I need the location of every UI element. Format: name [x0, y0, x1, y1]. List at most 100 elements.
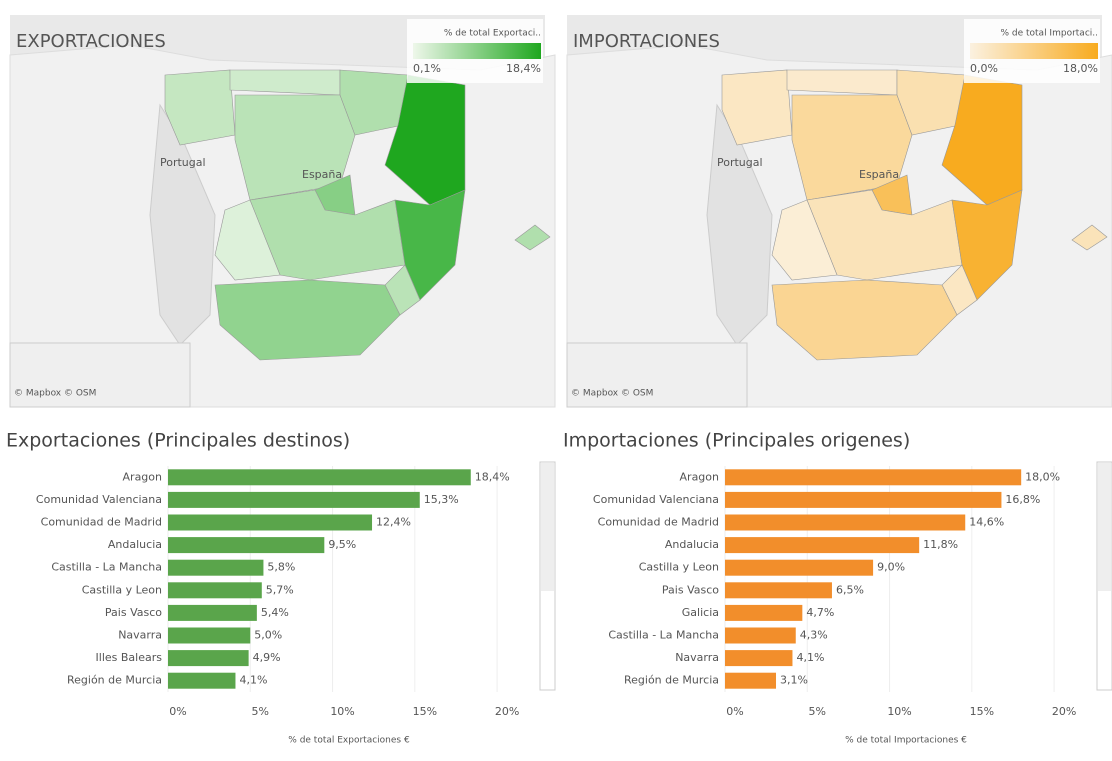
region: [771, 199, 838, 281]
value-label: 4,3%: [800, 629, 828, 642]
map: IMPORTACIONES Portugal España © Mapbox © OS…: [566, 15, 1112, 408]
map: EXPORTACIONES Portugal España © Mapbox © OS…: [9, 15, 556, 408]
value-label: 5,0%: [254, 629, 282, 642]
legend-tick-label: 0,1%: [413, 62, 441, 75]
x-tick-label: 15%: [970, 705, 994, 718]
legend-tick-label: 18,4%: [506, 62, 541, 75]
legend-title: % de total Importaci..: [1000, 29, 1098, 39]
place-label: Portugal: [160, 156, 206, 169]
bar: [725, 627, 796, 644]
bar: [725, 650, 793, 667]
bar: [725, 514, 966, 531]
value-label: 5,4%: [261, 606, 289, 619]
category-label: Castilla y Leon: [639, 561, 719, 574]
value-label: 12,4%: [376, 516, 411, 529]
value-label: 15,3%: [424, 493, 459, 506]
bar: [168, 604, 257, 621]
legend-tick-label: 18,0%: [1063, 62, 1098, 75]
category-label: Pais Vasco: [662, 583, 719, 596]
attribution: © Mapbox © OSM: [14, 389, 96, 399]
map-title: IMPORTACIONES: [573, 31, 720, 52]
bar: [725, 491, 1002, 508]
portugal: [706, 103, 773, 346]
bar: [168, 672, 236, 689]
category-label: Comunidad de Madrid: [598, 516, 719, 529]
x-tick-label: 0%: [169, 705, 186, 718]
category-label: Illes Balears: [96, 651, 163, 664]
bar: [725, 582, 832, 599]
value-label: 4,9%: [253, 651, 281, 664]
value-label: 4,1%: [239, 674, 267, 687]
x-tick-label: 10%: [330, 705, 354, 718]
region: [771, 279, 958, 361]
chart-title: Exportaciones (Principales destinos): [6, 430, 350, 452]
region: [1071, 224, 1108, 251]
scroll-thumb: [1098, 463, 1111, 591]
inset: [9, 342, 191, 408]
value-label: 14,6%: [969, 516, 1004, 529]
map-title: EXPORTACIONES: [16, 31, 166, 52]
value-label: 4,7%: [806, 606, 834, 619]
category-label: Navarra: [118, 629, 162, 642]
attribution: © Mapbox © OSM: [571, 389, 653, 399]
chart-title: Importaciones (Principales origenes): [563, 430, 910, 452]
region: [164, 69, 236, 146]
place-label: España: [302, 168, 342, 181]
category-label: Castilla - La Mancha: [51, 561, 162, 574]
x-tick-label: 20%: [495, 705, 519, 718]
category-label: Andalucia: [108, 538, 162, 551]
category-label: Castilla - La Mancha: [608, 629, 719, 642]
category-label: Andalucia: [665, 538, 719, 551]
value-label: 9,5%: [328, 538, 356, 551]
category-label: Aragon: [680, 470, 720, 483]
x-axis-label: % de total Importaciones €: [845, 736, 967, 746]
value-label: 18,0%: [1025, 470, 1060, 483]
category-label: Pais Vasco: [105, 606, 162, 619]
region: [514, 224, 551, 251]
bar: [168, 514, 373, 531]
legend-ramp: [970, 43, 1098, 59]
x-tick-label: 5%: [252, 705, 269, 718]
region: [214, 279, 401, 361]
region: [896, 69, 966, 136]
category-label: Galicia: [682, 606, 719, 619]
x-tick-label: 10%: [887, 705, 911, 718]
bar: [168, 650, 249, 667]
bar: [725, 604, 803, 621]
category-label: Navarra: [675, 651, 719, 664]
category-label: Comunidad de Madrid: [41, 516, 162, 529]
bar: [725, 469, 1022, 486]
inset: [566, 342, 748, 408]
x-axis-label: % de total Exportaciones €: [288, 736, 410, 746]
category-label: Región de Murcia: [67, 674, 162, 687]
bar: [725, 559, 874, 576]
bar: [168, 491, 420, 508]
legend-title: % de total Exportaci..: [444, 29, 541, 39]
x-tick-label: 20%: [1052, 705, 1076, 718]
bar: [725, 537, 920, 554]
place-label: España: [859, 168, 899, 181]
value-label: 4,1%: [796, 651, 824, 664]
value-label: 16,8%: [1005, 493, 1040, 506]
region: [721, 69, 793, 146]
value-label: 9,0%: [877, 561, 905, 574]
bar: [168, 582, 262, 599]
value-label: 6,5%: [836, 583, 864, 596]
value-label: 11,8%: [923, 538, 958, 551]
value-label: 5,8%: [267, 561, 295, 574]
value-label: 18,4%: [475, 470, 510, 483]
value-label: 5,7%: [266, 583, 294, 596]
portugal: [149, 103, 216, 346]
legend-ramp: [413, 43, 541, 59]
x-tick-label: 5%: [809, 705, 826, 718]
x-tick-label: 15%: [413, 705, 437, 718]
category-label: Comunidad Valenciana: [36, 493, 162, 506]
bar: [168, 627, 251, 644]
category-label: Castilla y Leon: [82, 583, 162, 596]
category-label: Comunidad Valenciana: [593, 493, 719, 506]
x-tick-label: 0%: [726, 705, 743, 718]
legend-tick-label: 0,0%: [970, 62, 998, 75]
value-label: 3,1%: [780, 674, 808, 687]
region: [214, 199, 281, 281]
